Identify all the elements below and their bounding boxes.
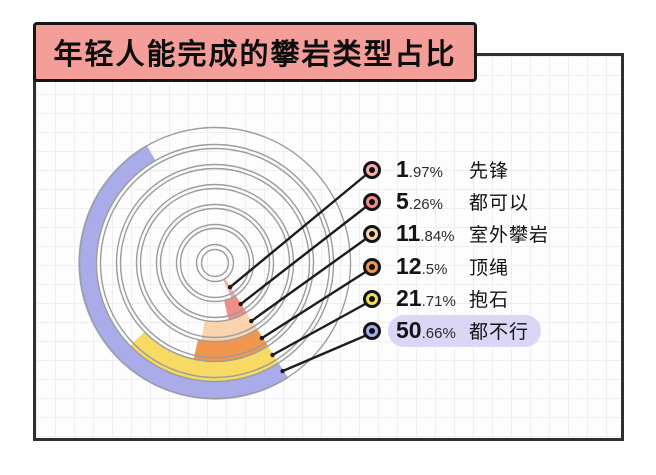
legend-value: 1.97%: [396, 156, 443, 182]
legend-label: 室外攀岩: [469, 225, 550, 246]
legend-item: 12.5% 顶绳: [363, 253, 521, 281]
marker-dot-icon: [369, 296, 375, 302]
page-title: 年轻人能完成的攀岩类型占比: [53, 39, 457, 71]
legend-item: 11.84% 室外攀岩: [363, 220, 561, 248]
legend-label: 都不行: [469, 322, 530, 343]
legend-value: 50.66%: [396, 317, 456, 343]
legend-value: 5.26%: [396, 188, 443, 214]
legend-text-wrap: 50.66% 都不行: [388, 315, 542, 347]
legend-value: 11.84%: [396, 220, 455, 246]
marker-dot-icon: [369, 199, 375, 205]
marker-dot-icon: [369, 264, 375, 270]
legend-value: 21.71%: [396, 285, 456, 311]
legend-label: 抱石: [469, 290, 510, 311]
legend-marker-icon: [363, 290, 381, 308]
legend-item: 5.26% 都可以: [363, 188, 541, 216]
legend-text-wrap: 12.5% 顶绳: [388, 251, 521, 283]
marker-dot-icon: [369, 167, 375, 173]
legend-text-wrap: 1.97% 先锋: [388, 154, 521, 186]
marker-dot-icon: [369, 328, 375, 334]
legend-label: 先锋: [469, 161, 510, 182]
legend-marker-icon: [363, 225, 381, 243]
legend-marker-icon: [363, 322, 381, 340]
legend-item: 21.71% 抱石: [363, 285, 521, 313]
legend-item: 50.66% 都不行: [363, 315, 542, 347]
legend-marker-icon: [363, 258, 381, 276]
legend-text-wrap: 21.71% 抱石: [388, 283, 521, 315]
legend-marker-icon: [363, 193, 381, 211]
legend-value: 12.5%: [396, 253, 448, 279]
legend-text-wrap: 11.84% 室外攀岩: [388, 218, 561, 250]
legend-label: 顶绳: [469, 258, 510, 279]
legend-label: 都可以: [469, 193, 530, 214]
marker-dot-icon: [369, 231, 375, 237]
legend-marker-icon: [363, 161, 381, 179]
legend-item: 1.97% 先锋: [363, 156, 521, 184]
legend-text-wrap: 5.26% 都可以: [388, 186, 541, 218]
title-banner: 年轻人能完成的攀岩类型占比: [33, 22, 477, 82]
